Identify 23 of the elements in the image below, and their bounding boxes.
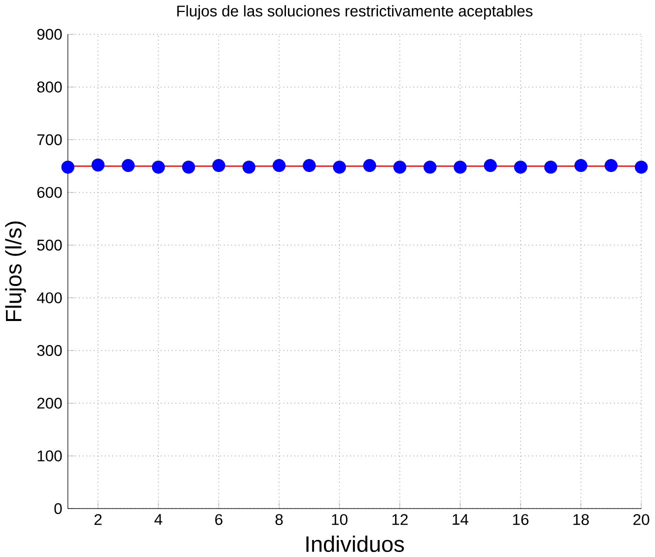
- x-tick-label: 14: [452, 514, 468, 525]
- y-tick-label: 300: [37, 344, 62, 356]
- y-tick-label: 200: [37, 398, 62, 409]
- y-tick-label: 600: [37, 186, 62, 198]
- y-tick-label: 700: [37, 134, 62, 146]
- y-tick-label: 400: [36, 292, 62, 304]
- x-tick-label: 4: [154, 514, 162, 525]
- x-tick-label: 10: [332, 514, 348, 525]
- y-tick-label: 0: [54, 503, 62, 514]
- x-tick-label: 18: [573, 514, 589, 525]
- y-tick-label: 800: [37, 81, 62, 92]
- x-tick-label: 16: [513, 514, 528, 525]
- x-tick-label: 8: [275, 514, 283, 525]
- x-tick-label: 12: [392, 514, 408, 525]
- y-axis-title: Flujos (l/s): [5, 221, 26, 321]
- x-axis-title: Individuos: [306, 536, 404, 552]
- y-tick-label: 500: [37, 240, 62, 251]
- x-tick-label: 6: [215, 514, 222, 525]
- x-tick-label: 2: [94, 514, 102, 525]
- x-tick-label: 20: [633, 514, 650, 525]
- y-tick-label: 100: [38, 450, 62, 462]
- chart-title: Flujos de las soluciones restrictivamente aceptables: [177, 5, 532, 20]
- y-tick-label: 900: [37, 28, 62, 40]
